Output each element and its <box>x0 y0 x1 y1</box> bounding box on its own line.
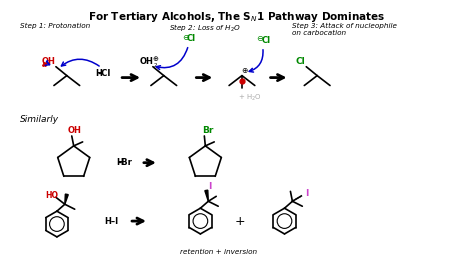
Text: ⊖: ⊖ <box>182 32 189 41</box>
Text: Step 3: Attack of nucleophile: Step 3: Attack of nucleophile <box>292 23 397 29</box>
Text: OH: OH <box>68 126 82 135</box>
Text: Cl: Cl <box>295 57 305 66</box>
Text: ⊕: ⊕ <box>152 56 158 62</box>
Text: –Br: –Br <box>118 158 133 167</box>
Text: H: H <box>95 69 102 78</box>
Text: OH: OH <box>140 57 154 66</box>
Text: I: I <box>306 189 309 198</box>
Text: Similarly: Similarly <box>20 115 59 124</box>
Text: ⊕: ⊕ <box>242 66 248 75</box>
Text: H–I: H–I <box>104 217 118 226</box>
Text: +: + <box>235 215 245 228</box>
Text: ⊖: ⊖ <box>256 35 263 44</box>
Text: OH: OH <box>42 57 56 66</box>
Text: Step 2: Loss of H$_2$O: Step 2: Loss of H$_2$O <box>169 23 241 34</box>
Polygon shape <box>65 194 68 204</box>
Text: –Cl: –Cl <box>98 69 111 78</box>
Text: HO: HO <box>46 191 58 200</box>
Text: Step 1: Protonation: Step 1: Protonation <box>20 23 91 29</box>
Text: on carbocation: on carbocation <box>292 30 346 36</box>
Text: I: I <box>209 182 212 191</box>
Text: 2: 2 <box>154 63 157 68</box>
Polygon shape <box>205 190 208 201</box>
Text: retention + inversion: retention + inversion <box>180 249 257 255</box>
Text: For Tertiary Alcohols, The S$_N$1 Pathway Dominates: For Tertiary Alcohols, The S$_N$1 Pathwa… <box>89 10 385 24</box>
Text: Cl: Cl <box>187 35 196 44</box>
Text: Cl: Cl <box>261 36 270 45</box>
Text: Br: Br <box>201 126 213 135</box>
Text: + H$_2$O: + H$_2$O <box>238 93 262 103</box>
Text: H: H <box>116 158 123 167</box>
